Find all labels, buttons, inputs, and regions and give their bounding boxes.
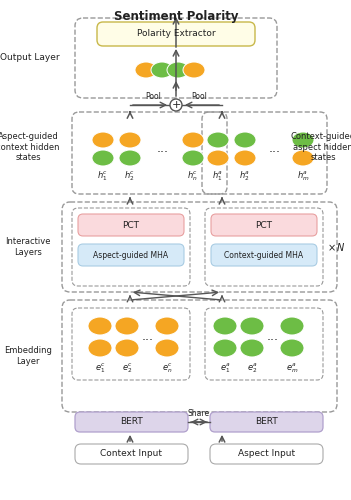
Text: ...: ... xyxy=(142,330,154,344)
Text: $h_m^a$: $h_m^a$ xyxy=(297,169,309,182)
Text: $h_2^a$: $h_2^a$ xyxy=(239,169,251,182)
Text: $e_1^a$: $e_1^a$ xyxy=(220,361,230,375)
Ellipse shape xyxy=(213,317,237,335)
Ellipse shape xyxy=(234,132,256,148)
Ellipse shape xyxy=(280,317,304,335)
Text: $e_m^a$: $e_m^a$ xyxy=(286,361,298,375)
Ellipse shape xyxy=(88,317,112,335)
Text: $h_1^a$: $h_1^a$ xyxy=(212,169,224,182)
FancyBboxPatch shape xyxy=(75,412,188,432)
Ellipse shape xyxy=(183,62,205,78)
Text: +: + xyxy=(171,100,181,110)
Ellipse shape xyxy=(167,62,189,78)
FancyBboxPatch shape xyxy=(211,214,317,236)
Ellipse shape xyxy=(119,150,141,166)
Text: PCT: PCT xyxy=(256,220,272,230)
Ellipse shape xyxy=(92,150,114,166)
Ellipse shape xyxy=(88,339,112,357)
Ellipse shape xyxy=(155,339,179,357)
Ellipse shape xyxy=(135,62,157,78)
Ellipse shape xyxy=(115,339,139,357)
Text: Pool: Pool xyxy=(145,92,161,101)
FancyBboxPatch shape xyxy=(211,244,317,266)
Ellipse shape xyxy=(207,150,229,166)
Text: $e_2^c$: $e_2^c$ xyxy=(122,361,132,375)
Ellipse shape xyxy=(240,317,264,335)
Text: $e_2^a$: $e_2^a$ xyxy=(247,361,257,375)
Text: $e_1^c$: $e_1^c$ xyxy=(95,361,105,375)
Text: Share: Share xyxy=(188,409,210,418)
Text: Context-guided MHA: Context-guided MHA xyxy=(224,250,304,260)
Ellipse shape xyxy=(115,317,139,335)
Ellipse shape xyxy=(92,132,114,148)
Ellipse shape xyxy=(207,132,229,148)
Ellipse shape xyxy=(292,132,314,148)
Text: Embedding
Layer: Embedding Layer xyxy=(4,346,52,366)
Text: $h_1^c$: $h_1^c$ xyxy=(98,169,108,182)
FancyBboxPatch shape xyxy=(210,412,323,432)
Ellipse shape xyxy=(151,62,173,78)
Text: ...: ... xyxy=(269,142,281,156)
Ellipse shape xyxy=(155,317,179,335)
Text: Pool: Pool xyxy=(191,92,207,101)
FancyBboxPatch shape xyxy=(75,444,188,464)
Text: Context Input: Context Input xyxy=(100,450,163,458)
Text: Interactive
Layers: Interactive Layers xyxy=(5,238,51,256)
FancyBboxPatch shape xyxy=(78,244,184,266)
Text: ...: ... xyxy=(267,330,279,344)
Ellipse shape xyxy=(182,132,204,148)
Ellipse shape xyxy=(240,339,264,357)
Text: Aspect-guided
context hidden
states: Aspect-guided context hidden states xyxy=(0,132,60,162)
Ellipse shape xyxy=(213,339,237,357)
Text: PCT: PCT xyxy=(122,220,139,230)
Text: BERT: BERT xyxy=(255,418,278,426)
Text: Sentiment Polarity: Sentiment Polarity xyxy=(114,10,238,23)
Text: Polarity Extractor: Polarity Extractor xyxy=(137,30,215,38)
Text: $\times \, \mathit{N}$: $\times \, \mathit{N}$ xyxy=(327,241,346,253)
Text: Aspect Input: Aspect Input xyxy=(238,450,295,458)
Circle shape xyxy=(170,99,182,111)
Ellipse shape xyxy=(234,150,256,166)
Text: ...: ... xyxy=(157,142,169,156)
FancyBboxPatch shape xyxy=(78,214,184,236)
Text: Output Layer: Output Layer xyxy=(0,54,60,62)
Text: Context-guided
aspect hidden
states: Context-guided aspect hidden states xyxy=(290,132,351,162)
Ellipse shape xyxy=(119,132,141,148)
FancyBboxPatch shape xyxy=(97,22,255,46)
Text: $h_2^c$: $h_2^c$ xyxy=(124,169,135,182)
Text: Aspect-guided MHA: Aspect-guided MHA xyxy=(93,250,168,260)
Text: $h_n^c$: $h_n^c$ xyxy=(187,169,199,182)
Ellipse shape xyxy=(292,150,314,166)
FancyBboxPatch shape xyxy=(210,444,323,464)
Ellipse shape xyxy=(182,150,204,166)
Text: $e_n^c$: $e_n^c$ xyxy=(162,361,172,375)
Text: BERT: BERT xyxy=(120,418,143,426)
Ellipse shape xyxy=(280,339,304,357)
